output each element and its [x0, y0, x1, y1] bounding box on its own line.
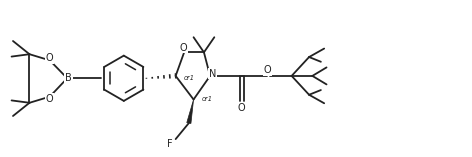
- Text: O: O: [46, 94, 54, 104]
- Text: or1: or1: [202, 96, 213, 102]
- Text: O: O: [238, 103, 245, 114]
- Polygon shape: [187, 100, 194, 123]
- Text: or1: or1: [184, 75, 195, 81]
- Text: B: B: [65, 73, 72, 83]
- Text: N: N: [209, 69, 217, 78]
- Text: O: O: [179, 43, 187, 53]
- Text: O: O: [46, 53, 54, 63]
- Text: F: F: [167, 139, 173, 149]
- Text: O: O: [264, 65, 271, 75]
